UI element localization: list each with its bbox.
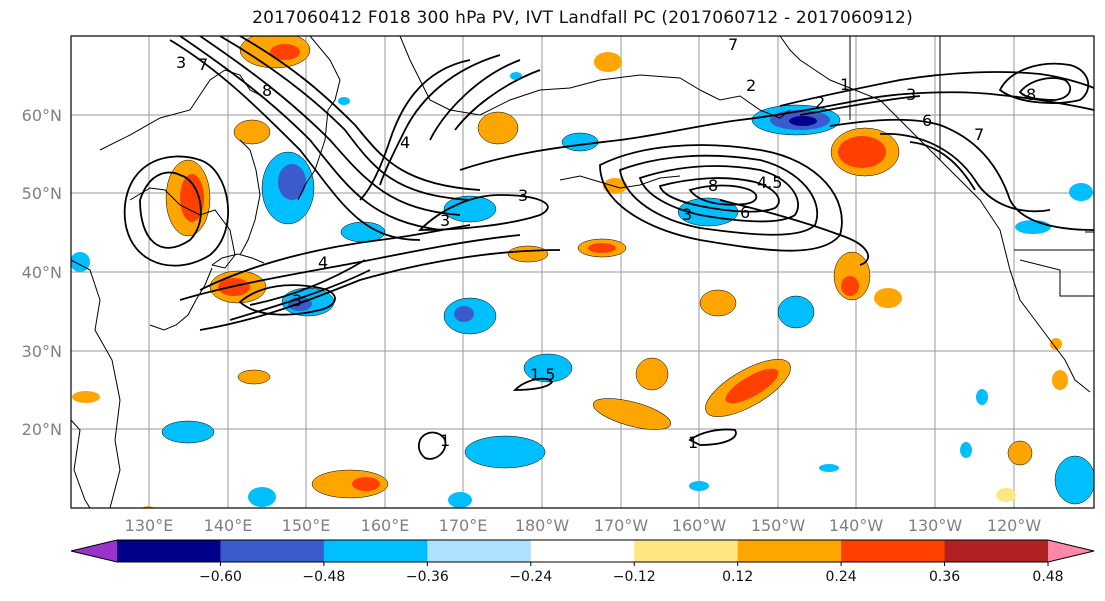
svg-text:3: 3: [906, 85, 916, 104]
svg-text:4: 4: [400, 133, 410, 152]
svg-text:170°W: 170°W: [594, 516, 649, 535]
colorbar-tick-label: −0.36: [406, 569, 449, 585]
lat-label-40n: 40°N: [22, 263, 62, 282]
colorbar-outline: [70, 539, 1095, 563]
colorbar-extension-low: [71, 540, 117, 562]
svg-text:1.5: 1.5: [530, 365, 555, 384]
colorbar-tick-label: −0.12: [613, 569, 656, 585]
svg-text:180°W: 180°W: [515, 516, 570, 535]
svg-text:7: 7: [728, 35, 738, 54]
colorbar-tick-label: −0.24: [509, 569, 552, 585]
latitude-labels: 60°N 50°N 40°N 30°N 20°N: [22, 106, 62, 439]
svg-text:1: 1: [840, 75, 850, 94]
svg-text:130°W: 130°W: [908, 516, 963, 535]
svg-text:6: 6: [740, 203, 750, 222]
pv-contours: [123, 36, 1094, 460]
svg-text:3: 3: [682, 205, 692, 224]
svg-text:160°E: 160°E: [361, 516, 410, 535]
svg-text:140°E: 140°E: [204, 516, 253, 535]
colorbar-segment: [737, 540, 842, 562]
colorbar-segment: [944, 540, 1049, 562]
svg-text:3: 3: [292, 291, 302, 310]
map-frame: [70, 35, 1095, 509]
map-title: 2017060412 F018 300 hPa PV, IVT Landfall…: [252, 8, 913, 28]
svg-text:170°E: 170°E: [439, 516, 488, 535]
svg-text:6: 6: [922, 111, 932, 130]
colorbar-tick-label: 0.48: [1032, 569, 1063, 585]
svg-text:3: 3: [440, 211, 450, 230]
longitude-labels: 130°E 140°E 150°E 160°E 170°E 180°W 170°…: [125, 516, 1042, 535]
svg-text:3: 3: [518, 186, 528, 205]
colorbar-tick-label: −0.48: [302, 569, 345, 585]
svg-text:7: 7: [974, 125, 984, 144]
colorbar-tick-label: 0.24: [826, 569, 857, 585]
colorbar-segment: [841, 540, 946, 562]
svg-text:4.5: 4.5: [757, 173, 782, 192]
lat-label-60n: 60°N: [22, 106, 62, 125]
colorbar-segment: [427, 540, 532, 562]
svg-text:3: 3: [176, 53, 186, 72]
colorbar-extension-high: [1048, 540, 1094, 562]
svg-text:8: 8: [1026, 85, 1036, 104]
svg-text:7: 7: [198, 55, 208, 74]
svg-text:2: 2: [746, 76, 756, 95]
colorbar-segment: [634, 540, 739, 562]
contour-labels: 3 7 8 2 1 3 6 3 7 4 3 8 4.5 6 3 4 3 2 1.…: [176, 35, 1036, 452]
lat-label-30n: 30°N: [22, 342, 62, 361]
colorbar-segment: [323, 540, 428, 562]
svg-text:1: 1: [688, 433, 698, 452]
colorbar-tick-label: −0.60: [199, 569, 242, 585]
svg-text:150°E: 150°E: [282, 516, 331, 535]
colorbar-tick-label: 0.36: [929, 569, 960, 585]
colorbar-tick-label: 0.12: [722, 569, 753, 585]
lat-label-50n: 50°N: [22, 184, 62, 203]
svg-text:1: 1: [440, 431, 450, 450]
colorbar-segment: [220, 540, 325, 562]
svg-text:8: 8: [262, 81, 272, 100]
colorbar-segment: [117, 540, 221, 562]
svg-text:4: 4: [318, 253, 328, 272]
svg-text:8: 8: [708, 176, 718, 195]
lat-label-20n: 20°N: [22, 420, 62, 439]
svg-text:140°W: 140°W: [829, 516, 884, 535]
svg-text:150°W: 150°W: [751, 516, 806, 535]
svg-text:120°W: 120°W: [987, 516, 1042, 535]
svg-text:2: 2: [815, 93, 825, 112]
colorbar: −0.60 −0.48 −0.36 −0.24 −0.12 0.12 0.24 0.36 0.4…: [70, 539, 1095, 585]
svg-text:160°W: 160°W: [672, 516, 727, 535]
svg-text:130°E: 130°E: [125, 516, 174, 535]
colorbar-segment: [530, 540, 635, 562]
